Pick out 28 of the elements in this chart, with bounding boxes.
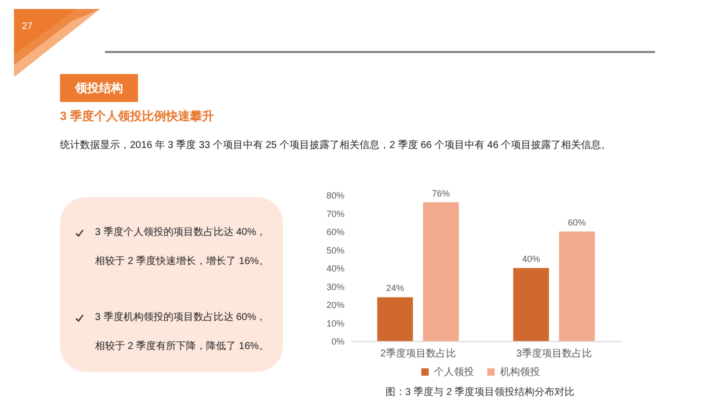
y-tick-label: 80% bbox=[326, 190, 344, 200]
text: 统计数据显示，2016 年 3 季度 33 个项目中有 25 个项目披露了相关信息，2 季度 66 个项目中有 46 个项目披露了相关信息。 bbox=[60, 138, 612, 153]
x-tick-label: 2季度项目数占比 bbox=[380, 348, 456, 360]
y-tick-label: 60% bbox=[326, 227, 344, 237]
legend-label: 个人领投 bbox=[434, 366, 474, 378]
text: 27 bbox=[22, 21, 33, 33]
text: 3 季度个人领投的项目数占比达 40%，相较于 2 季度快速增长，增长了 16%。 bbox=[95, 227, 269, 267]
bar bbox=[377, 297, 413, 341]
y-tick-label: 10% bbox=[326, 318, 344, 328]
data-label: 60% bbox=[568, 218, 586, 228]
y-tick-label: 70% bbox=[326, 208, 344, 219]
bar bbox=[559, 232, 595, 341]
text: 3 季度机构领投的项目数占比达 60%，相较于 2 季度有所下降，降低了 16%。 bbox=[95, 312, 269, 352]
y-tick-label: 40% bbox=[326, 264, 344, 274]
text: 图：3 季度与 2 季度项目领投结构分布对比 bbox=[384, 386, 576, 399]
y-tick-label: 20% bbox=[326, 300, 344, 310]
y-tick-label: 50% bbox=[326, 245, 344, 256]
y-tick-label: 30% bbox=[326, 282, 344, 292]
text: 3 季度个人领投比例快速攀升 bbox=[60, 108, 214, 124]
bar bbox=[423, 202, 459, 341]
y-tick-label: 0% bbox=[331, 336, 344, 346]
x-tick-label: 3季度项目数占比 bbox=[516, 348, 592, 360]
data-label: 40% bbox=[522, 254, 540, 264]
text: 领投结构 bbox=[60, 74, 138, 102]
data-label: 76% bbox=[432, 188, 450, 198]
legend-label: 机构领投 bbox=[500, 366, 540, 378]
data-label: 24% bbox=[386, 283, 404, 294]
bar bbox=[513, 268, 549, 341]
